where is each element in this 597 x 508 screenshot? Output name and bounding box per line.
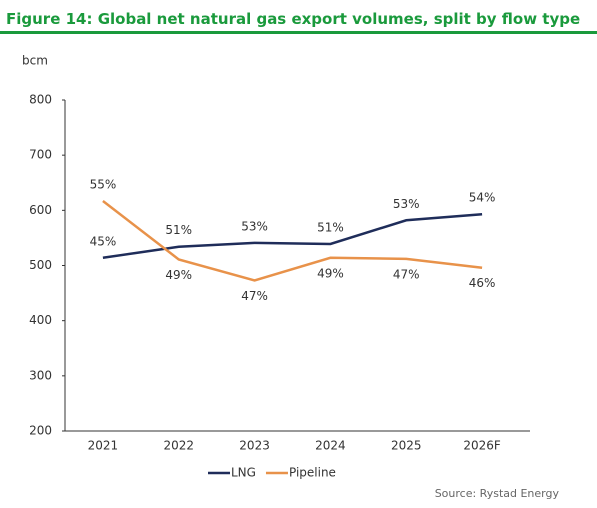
data-label: 51% xyxy=(317,220,344,234)
y-tick-label: 400 xyxy=(29,313,52,327)
line xyxy=(102,199,483,282)
data-label: 47% xyxy=(241,289,268,303)
y-tick-label: 200 xyxy=(29,424,52,438)
x-tick-label: 2024 xyxy=(315,439,346,453)
line xyxy=(102,212,483,260)
data-label: 46% xyxy=(469,276,496,290)
legend-label: LNG xyxy=(231,466,256,480)
data-label: 55% xyxy=(90,177,117,191)
title-rule xyxy=(0,31,597,34)
data-label: 47% xyxy=(393,267,420,281)
x-tick-label: 2021 xyxy=(88,439,119,453)
data-label: 51% xyxy=(165,223,192,237)
y-tick-label: 800 xyxy=(29,93,52,107)
data-label: 49% xyxy=(317,266,344,280)
x-tick-label: 2025 xyxy=(391,439,422,453)
data-label: 49% xyxy=(165,268,192,282)
y-tick-label: 500 xyxy=(29,258,52,272)
y-tick-label: 700 xyxy=(29,148,52,162)
legend-label: Pipeline xyxy=(289,466,336,480)
x-tick-label: 2026F xyxy=(463,439,501,453)
data-label: 53% xyxy=(393,197,420,211)
y-tick-label: 300 xyxy=(29,368,52,382)
data-label: 45% xyxy=(90,234,117,248)
data-label: 54% xyxy=(469,191,496,205)
y-tick-label: 600 xyxy=(29,203,52,217)
data-label: 53% xyxy=(241,219,268,233)
source: Source: Rystad Energy xyxy=(435,487,560,500)
y-axis-label: bcm xyxy=(22,54,48,68)
x-tick-label: 2022 xyxy=(163,439,194,453)
chart-title: Figure 14: Global net natural gas export… xyxy=(6,10,580,28)
x-tick-label: 2023 xyxy=(239,439,270,453)
